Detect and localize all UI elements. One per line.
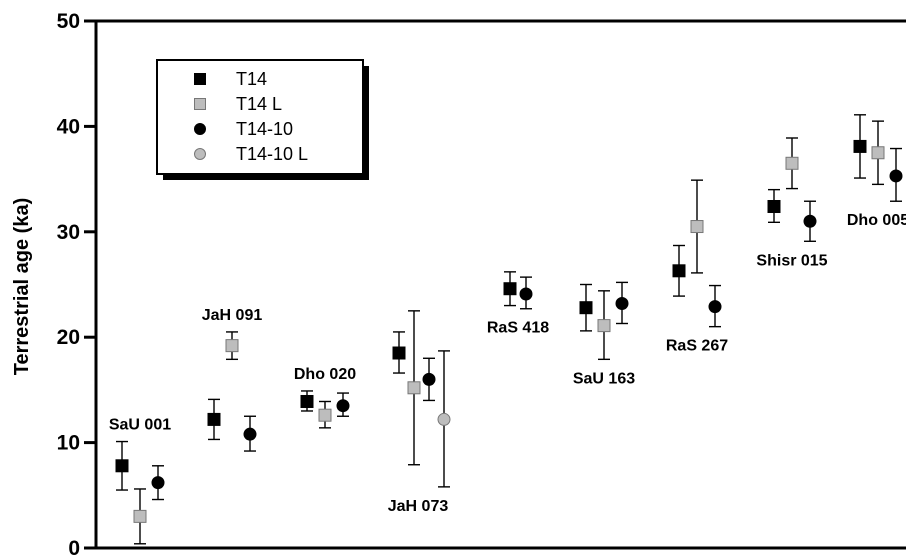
group-dho-005 — [853, 114, 903, 202]
marker-t14 — [767, 200, 781, 214]
data-point — [318, 400, 332, 429]
data-point — [115, 440, 129, 491]
marker-t14 — [503, 282, 517, 296]
data-point — [871, 120, 885, 186]
marker-t14-10 — [194, 123, 206, 135]
marker-t14-10 — [151, 476, 165, 490]
marker-t14-l — [318, 408, 332, 422]
data-point — [708, 284, 722, 328]
marker-t14 — [579, 301, 593, 315]
group-label: JaH 091 — [202, 307, 263, 324]
marker-t14-l — [785, 156, 799, 170]
y-tick-label: 30 — [57, 221, 80, 244]
group-dho-020 — [300, 390, 350, 429]
data-point — [672, 244, 686, 297]
data-point — [407, 310, 421, 466]
marker-t14 — [194, 73, 206, 85]
marker-t14 — [300, 394, 314, 408]
group-sau-001 — [115, 440, 165, 545]
y-tick-label: 10 — [57, 432, 80, 455]
y-tick-label: 20 — [57, 326, 80, 349]
data-point — [889, 147, 903, 202]
marker-t14-l — [225, 339, 239, 353]
group-jah-073 — [392, 310, 451, 488]
group-label: RaS 267 — [666, 338, 728, 355]
marker-t14 — [392, 346, 406, 360]
group-label: JaH 073 — [388, 498, 449, 515]
data-point — [690, 179, 704, 274]
data-point — [336, 392, 350, 417]
data-point — [133, 488, 147, 545]
group-label: SaU 163 — [573, 370, 635, 387]
marker-t14-l — [690, 220, 704, 234]
legend: T14 T14 L T14-10 T14-10 L — [156, 59, 369, 180]
marker-t14 — [853, 139, 867, 153]
marker-t14 — [207, 412, 221, 426]
marker-t14-10 — [422, 372, 436, 386]
marker-t14-10-l — [194, 148, 206, 160]
marker-t14-10 — [803, 214, 817, 228]
marker-t14-l — [597, 319, 611, 333]
group-label: Shisr 015 — [756, 252, 827, 269]
data-point — [151, 465, 165, 501]
group-label: SaU 001 — [109, 417, 171, 434]
data-point — [615, 281, 629, 325]
marker-t14-l — [133, 509, 147, 523]
y-tick-label: 50 — [57, 10, 80, 33]
marker-t14 — [115, 459, 129, 473]
data-point — [803, 200, 817, 242]
legend-label: T14-10 — [236, 119, 293, 139]
legend-label: T14 L — [236, 94, 282, 114]
group-shisr-015 — [767, 137, 817, 242]
group-label: Dho 020 — [294, 366, 356, 383]
marker-t14-10 — [889, 169, 903, 183]
group-sau-163 — [579, 281, 629, 361]
group-ras-418 — [503, 271, 533, 310]
marker-t14-10-l — [437, 412, 451, 426]
legend-item: T14 L — [194, 94, 282, 114]
marker-t14-10 — [336, 399, 350, 413]
data-point — [300, 390, 314, 412]
data-point — [503, 271, 517, 307]
group-label: Dho 005 — [847, 212, 906, 229]
marker-t14-l — [871, 146, 885, 160]
data-point — [437, 350, 451, 488]
data-point — [422, 357, 436, 402]
legend-label: T14-10 L — [236, 144, 308, 164]
y-tick-label: 0 — [68, 537, 80, 559]
data-point — [579, 283, 593, 332]
data-point — [853, 114, 867, 179]
marker-t14-10 — [519, 287, 533, 301]
legend-box — [156, 59, 364, 175]
group-jah-091 — [207, 331, 257, 452]
data-point — [225, 331, 239, 361]
y-axis-title: Terrestrial age (ka) — [11, 198, 33, 376]
group-labels: SaU 001 JaH 091 Dho 020 JaH 073 RaS 418 SaU 1… — [109, 212, 906, 515]
marker-t14-10 — [708, 300, 722, 314]
data-point — [207, 398, 221, 441]
marker-t14-10 — [615, 296, 629, 310]
marker-t14 — [672, 264, 686, 278]
marker-t14-l — [407, 381, 421, 395]
data-marks — [115, 114, 903, 545]
data-point — [597, 290, 611, 361]
y-tick-label: 40 — [57, 115, 80, 138]
data-point — [392, 331, 406, 374]
legend-item: T14 — [194, 69, 267, 89]
data-point — [243, 415, 257, 452]
data-point — [767, 188, 781, 224]
legend-label: T14 — [236, 69, 267, 89]
axes: 0 10 20 30 40 50 Terrestrial age (ka) — [11, 10, 906, 559]
data-point — [785, 137, 799, 190]
group-ras-267 — [672, 179, 722, 328]
data-point — [519, 276, 533, 310]
legend-item: T14-10 — [194, 119, 293, 139]
marker-t14-l — [194, 98, 206, 110]
group-label: RaS 418 — [487, 320, 549, 337]
legend-item: T14-10 L — [194, 144, 308, 164]
marker-t14-10 — [243, 427, 257, 441]
